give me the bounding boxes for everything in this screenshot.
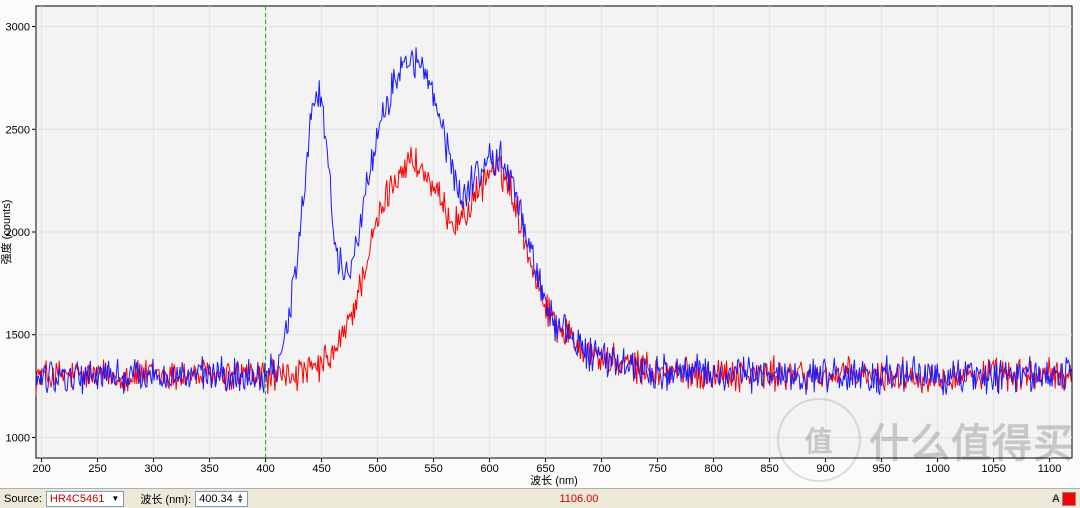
wavelength-spinner[interactable]: 400.34 ▲▼: [195, 491, 248, 507]
svg-text:400: 400: [256, 463, 274, 475]
svg-text:650: 650: [536, 463, 554, 475]
svg-text:600: 600: [480, 463, 498, 475]
svg-text:750: 750: [648, 463, 666, 475]
spinner-buttons-icon: ▲▼: [237, 494, 244, 504]
svg-text:550: 550: [424, 463, 442, 475]
watermark-text: 什么值得买: [869, 411, 1074, 469]
svg-text:1500: 1500: [6, 330, 30, 342]
chevron-down-icon: ▼: [110, 494, 120, 504]
svg-text:500: 500: [368, 463, 386, 475]
svg-text:700: 700: [592, 463, 610, 475]
svg-text:波长 (nm): 波长 (nm): [530, 474, 578, 487]
indicator-red-icon: [1062, 492, 1076, 506]
svg-text:3000: 3000: [6, 22, 30, 34]
source-dropdown[interactable]: HR4C5461 ▼: [46, 491, 124, 507]
watermark: 值 什么值得买: [777, 398, 1074, 482]
source-dropdown-value: HR4C5461: [50, 493, 104, 505]
source-label: Source:: [4, 493, 42, 505]
status-bar: Source: HR4C5461 ▼ 波长 (nm): 400.34 ▲▼ 11…: [0, 488, 1080, 508]
svg-text:2500: 2500: [6, 124, 30, 136]
svg-text:250: 250: [88, 463, 106, 475]
svg-text:200: 200: [32, 463, 50, 475]
watermark-logo: 值: [777, 398, 861, 482]
indicator-a-icon: A: [1052, 493, 1060, 505]
svg-text:强度 (counts): 强度 (counts): [0, 200, 13, 265]
svg-text:1000: 1000: [6, 432, 30, 444]
wavelength-value: 400.34: [199, 493, 233, 505]
status-right-indicators: A: [1052, 492, 1076, 506]
readout-value: 1106.00: [559, 493, 598, 505]
wavelength-label: 波长 (nm):: [140, 491, 191, 507]
svg-text:300: 300: [144, 463, 162, 475]
svg-text:450: 450: [312, 463, 330, 475]
svg-text:350: 350: [200, 463, 218, 475]
svg-text:800: 800: [704, 463, 722, 475]
